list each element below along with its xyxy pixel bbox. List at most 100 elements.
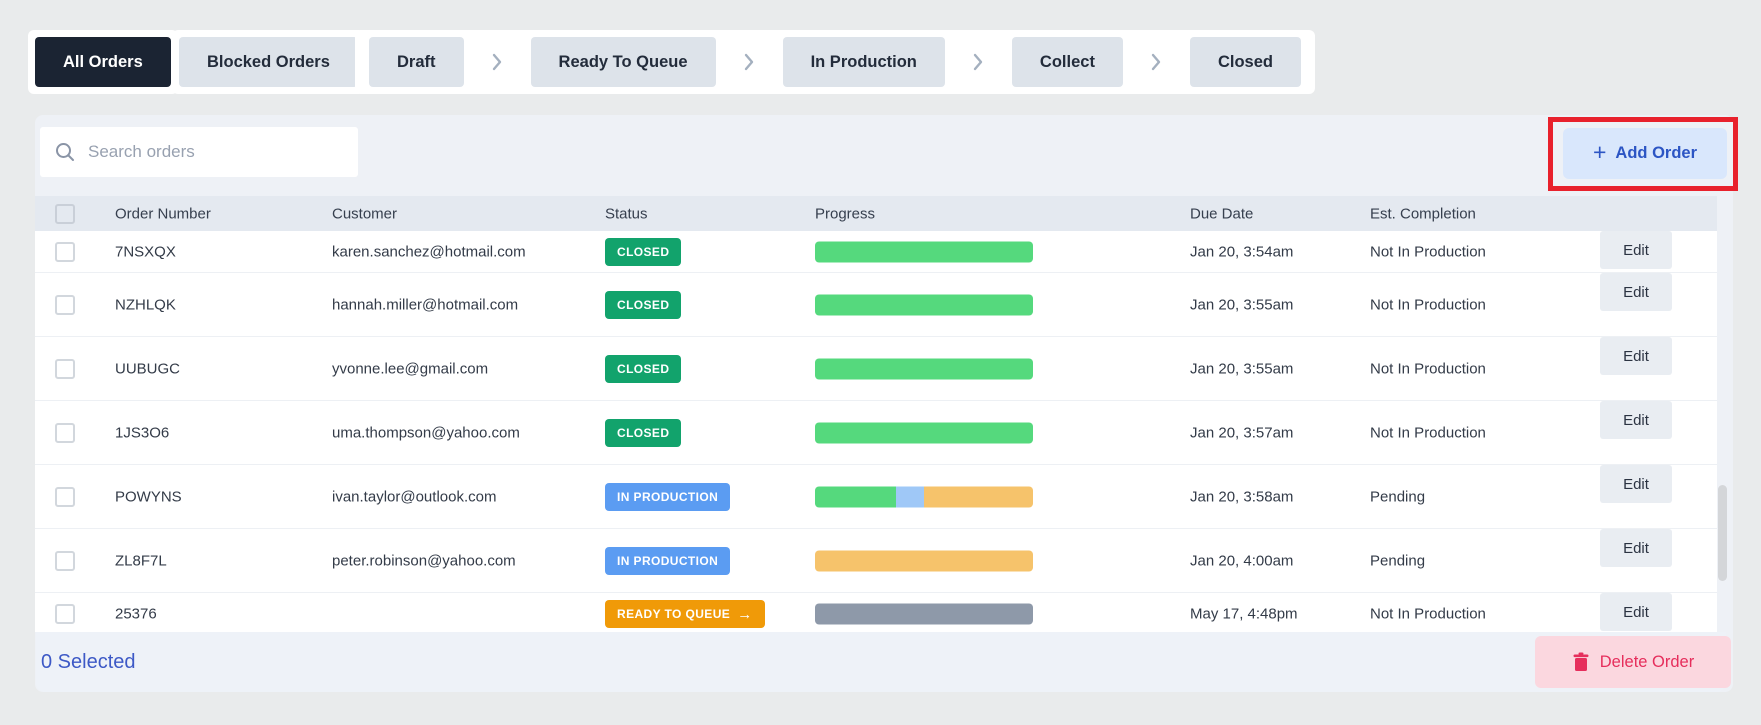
due-date-cell: Jan 20, 3:58am bbox=[1190, 488, 1294, 505]
edit-button[interactable]: Edit bbox=[1600, 401, 1672, 439]
progress-bar bbox=[815, 358, 1033, 379]
status-label: CLOSED bbox=[617, 361, 670, 376]
tab-blocked-orders[interactable]: Blocked Orders bbox=[179, 37, 358, 87]
est-completion-cell: Pending bbox=[1370, 488, 1426, 505]
progress-segment-orange bbox=[923, 486, 1033, 507]
column-header-est-completion: Est. Completion bbox=[1370, 205, 1476, 222]
tab-all-orders[interactable]: All Orders bbox=[35, 37, 171, 87]
chevron-right-icon bbox=[972, 52, 984, 72]
workflow-step-closed[interactable]: Closed bbox=[1189, 37, 1301, 87]
row-checkbox[interactable] bbox=[55, 294, 75, 315]
edit-button[interactable]: Edit bbox=[1600, 273, 1672, 311]
row-checkbox[interactable] bbox=[55, 241, 75, 262]
progress-segment-orange bbox=[815, 550, 1033, 571]
order-number-cell: NZHLQK bbox=[115, 296, 176, 313]
row-checkbox[interactable] bbox=[55, 486, 75, 507]
delete-order-button[interactable]: Delete Order bbox=[1535, 636, 1731, 688]
search-input[interactable] bbox=[88, 142, 344, 162]
customer-cell: ivan.taylor@outlook.com bbox=[332, 488, 497, 505]
chevron-right-icon bbox=[743, 52, 755, 72]
due-date-cell: Jan 20, 3:57am bbox=[1190, 424, 1294, 441]
row-checkbox[interactable] bbox=[55, 604, 75, 624]
edit-button[interactable]: Edit bbox=[1600, 593, 1672, 631]
vertical-scrollbar-thumb[interactable] bbox=[1718, 485, 1727, 581]
column-header-due-date: Due Date bbox=[1190, 205, 1254, 222]
progress-segment-green bbox=[815, 358, 1033, 379]
due-date-cell: Jan 20, 3:55am bbox=[1190, 296, 1294, 313]
est-completion-cell: Not In Production bbox=[1370, 243, 1486, 260]
edit-button[interactable]: Edit bbox=[1600, 529, 1672, 567]
status-badge: IN PRODUCTION bbox=[605, 546, 731, 575]
workflow-step-collect[interactable]: Collect bbox=[1011, 37, 1123, 87]
status-label: READY TO QUEUE bbox=[617, 607, 731, 621]
search-icon bbox=[54, 141, 76, 163]
column-header-status: Status bbox=[605, 205, 648, 222]
trash-icon bbox=[1572, 652, 1590, 672]
due-date-cell: May 17, 4:48pm bbox=[1190, 605, 1298, 623]
est-completion-cell: Not In Production bbox=[1370, 360, 1486, 377]
edit-button[interactable]: Edit bbox=[1600, 465, 1672, 503]
status-badge[interactable]: READY TO QUEUE → bbox=[605, 600, 765, 628]
order-number-cell: POWYNS bbox=[115, 488, 182, 505]
all-orders-card: All Orders bbox=[28, 30, 178, 94]
status-label: IN PRODUCTION bbox=[617, 489, 719, 504]
status-label: CLOSED bbox=[617, 244, 670, 259]
progress-segment-blue bbox=[895, 486, 924, 507]
status-badge: CLOSED bbox=[605, 290, 682, 319]
table-body: 7NSXQX karen.sanchez@hotmail.com CLOSED … bbox=[35, 231, 1717, 632]
order-number-cell: 7NSXQX bbox=[115, 243, 176, 260]
status-label: CLOSED bbox=[617, 297, 670, 312]
workflow-step-ready-to-queue[interactable]: Ready To Queue bbox=[530, 37, 716, 87]
edit-button[interactable]: Edit bbox=[1600, 337, 1672, 375]
progress-segment-green bbox=[815, 294, 1033, 315]
delete-order-label: Delete Order bbox=[1599, 652, 1695, 671]
select-all-checkbox[interactable] bbox=[55, 203, 75, 224]
add-order-label: Add Order bbox=[1615, 144, 1698, 162]
order-number-cell: 25376 bbox=[115, 605, 157, 623]
progress-bar bbox=[815, 241, 1033, 262]
status-badge: IN PRODUCTION bbox=[605, 482, 731, 511]
table-row: POWYNS ivan.taylor@outlook.com IN PRODUC… bbox=[35, 465, 1717, 529]
workflow-card: Draft Ready To Queue In Production Colle… bbox=[355, 30, 1315, 94]
progress-bar bbox=[815, 550, 1033, 571]
due-date-cell: Jan 20, 3:54am bbox=[1190, 243, 1294, 260]
order-number-cell: ZL8F7L bbox=[115, 552, 167, 569]
plus-icon: + bbox=[1592, 139, 1607, 165]
due-date-cell: Jan 20, 4:00am bbox=[1190, 552, 1294, 569]
progress-bar bbox=[815, 486, 1033, 507]
progress-segment-green bbox=[815, 241, 1033, 262]
customer-cell: uma.thompson@yahoo.com bbox=[332, 424, 520, 441]
edit-button[interactable]: Edit bbox=[1600, 231, 1672, 269]
status-label: IN PRODUCTION bbox=[617, 553, 719, 568]
arrow-right-icon: → bbox=[737, 605, 753, 623]
est-completion-cell: Not In Production bbox=[1370, 605, 1486, 623]
table-header: Order Number Customer Status Progress Du… bbox=[35, 196, 1717, 231]
row-checkbox[interactable] bbox=[55, 358, 75, 379]
row-checkbox[interactable] bbox=[55, 550, 75, 571]
customer-cell: peter.robinson@yahoo.com bbox=[332, 552, 516, 569]
est-completion-cell: Pending bbox=[1370, 552, 1426, 569]
customer-cell: yvonne.lee@gmail.com bbox=[332, 360, 489, 377]
chevron-right-icon bbox=[1150, 52, 1162, 72]
selected-count: 0 Selected bbox=[41, 650, 136, 673]
workflow-step-draft[interactable]: Draft bbox=[369, 37, 464, 87]
order-number-cell: 1JS3O6 bbox=[115, 424, 170, 441]
table-row: 7NSXQX karen.sanchez@hotmail.com CLOSED … bbox=[35, 231, 1717, 273]
table-row: UUBUGC yvonne.lee@gmail.com CLOSED Jan 2… bbox=[35, 337, 1717, 401]
row-checkbox[interactable] bbox=[55, 422, 75, 443]
est-completion-cell: Not In Production bbox=[1370, 296, 1486, 313]
progress-bar bbox=[815, 422, 1033, 443]
table-footer: 0 Selected Delete Order bbox=[36, 632, 1731, 692]
column-header-progress: Progress bbox=[815, 205, 876, 222]
customer-cell: hannah.miller@hotmail.com bbox=[332, 296, 519, 313]
progress-segment-gray bbox=[815, 603, 1033, 625]
blocked-orders-card: Blocked Orders bbox=[172, 30, 365, 94]
due-date-cell: Jan 20, 3:55am bbox=[1190, 360, 1294, 377]
workflow-step-in-production[interactable]: In Production bbox=[782, 37, 945, 87]
add-order-button[interactable]: + Add Order bbox=[1563, 128, 1727, 179]
table-row: ZL8F7L peter.robinson@yahoo.com IN PRODU… bbox=[35, 529, 1717, 593]
status-label: CLOSED bbox=[617, 425, 670, 440]
table-row: NZHLQK hannah.miller@hotmail.com CLOSED … bbox=[35, 273, 1717, 337]
column-header-order-number: Order Number bbox=[115, 205, 211, 222]
